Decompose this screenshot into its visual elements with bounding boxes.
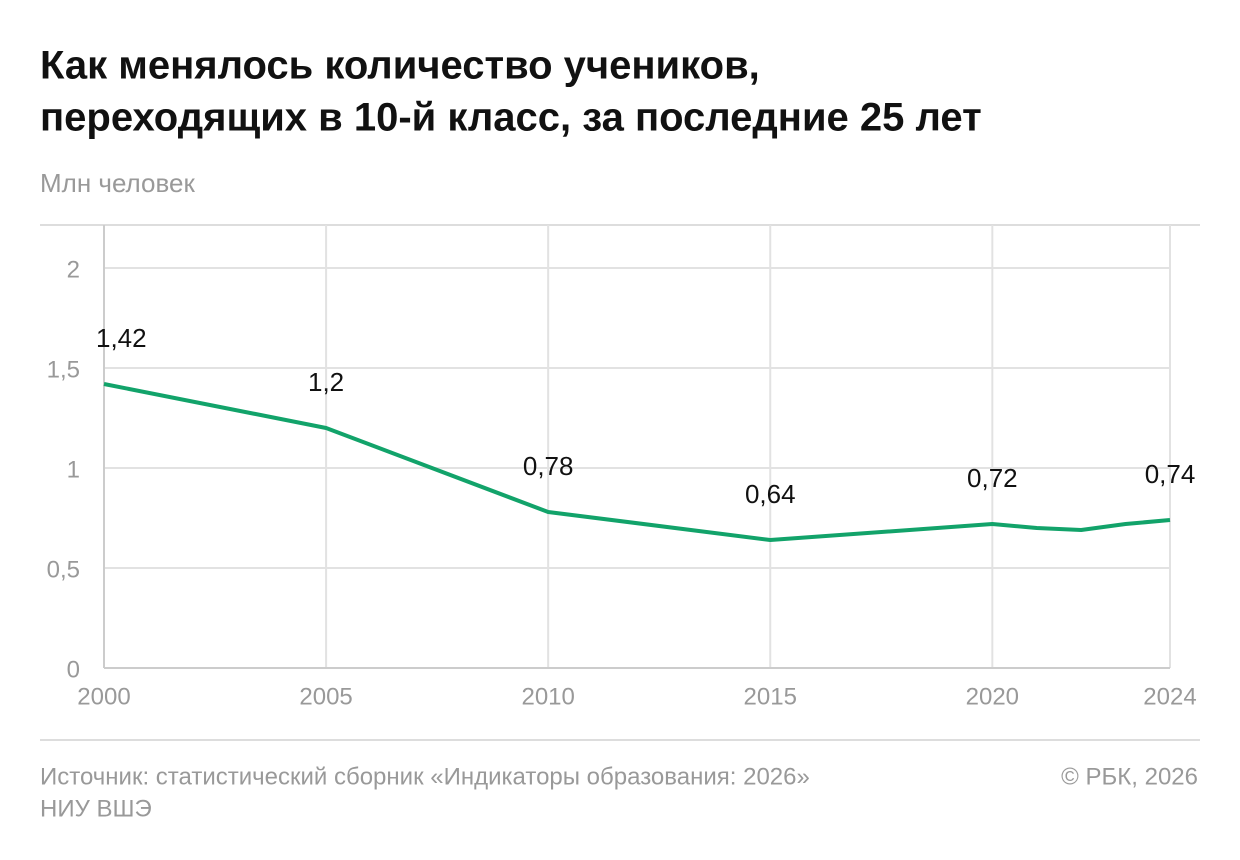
data-label: 0,72 [967, 463, 1018, 493]
chart-subtitle: Млн человек [40, 168, 195, 198]
y-tick-label: 1 [67, 456, 80, 483]
y-tick-label: 0 [67, 656, 80, 683]
x-tick-label: 2024 [1143, 683, 1196, 710]
x-tick-label: 2020 [966, 683, 1019, 710]
source: Источник: статистический сборник «Индика… [40, 763, 810, 790]
x-tick-label: 2010 [521, 683, 574, 710]
y-tick-label: 2 [67, 256, 80, 283]
source: НИУ ВШЭ [40, 795, 152, 822]
y-tick-label: 1,5 [47, 356, 80, 383]
data-label: 0,74 [1145, 459, 1196, 489]
line [103, 382, 1171, 542]
x-tick-label: 2000 [77, 683, 130, 710]
data-label: 0,78 [523, 451, 574, 481]
chart-title: переходящих в 10-й класс, за последние 2… [40, 96, 982, 140]
credit: © РБК, 2026 [1061, 763, 1198, 790]
data-label: 0,64 [745, 479, 796, 509]
x-tick-label: 2015 [744, 683, 797, 710]
data-label: 1,2 [308, 367, 344, 397]
data-label: 1,42 [96, 323, 147, 353]
x-tick-label: 2005 [299, 683, 352, 710]
y-tick-label: 0,5 [47, 556, 80, 583]
chart-title: Как менялось количество учеников, [40, 44, 760, 88]
